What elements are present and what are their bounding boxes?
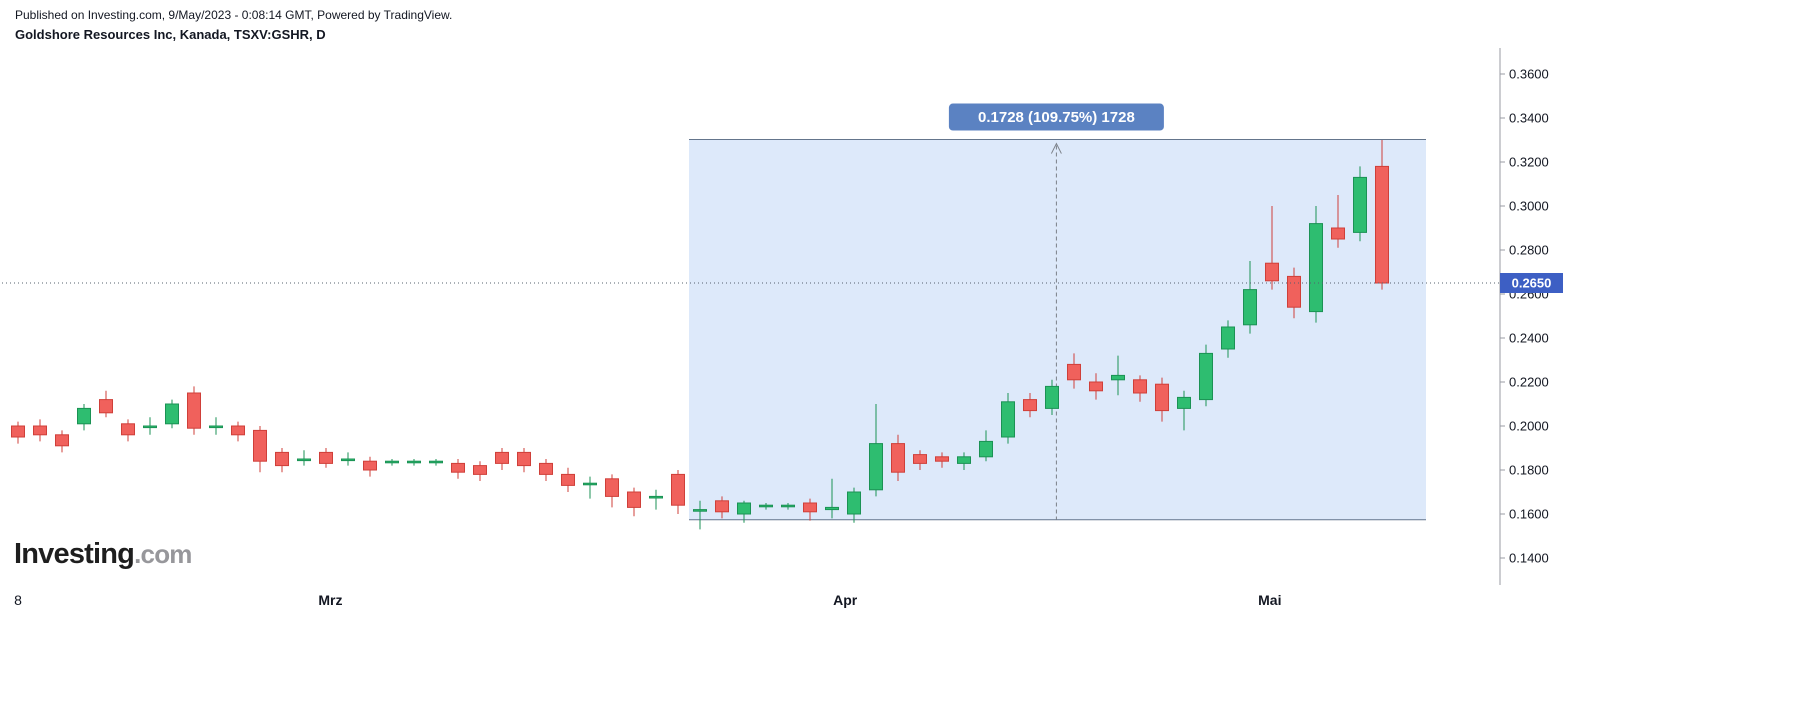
candle: [627, 487, 641, 517]
candle: [1089, 373, 1103, 400]
last-price-badge: 0.2650: [1500, 273, 1563, 293]
candle: [1309, 206, 1323, 323]
candle: [99, 390, 113, 418]
candle: [1023, 393, 1037, 418]
candle: [1375, 140, 1389, 290]
time-tick-label: Mai: [1258, 592, 1281, 608]
candle: [429, 459, 443, 466]
last-price-label: 0.2650: [1512, 276, 1552, 291]
candle: [539, 459, 553, 481]
candle: [1265, 206, 1279, 290]
candle: [693, 500, 707, 530]
logo-suffix: .com: [134, 539, 192, 569]
candle: [1045, 379, 1059, 415]
candle: [1177, 390, 1191, 431]
candle: [1221, 320, 1235, 358]
candle: [957, 452, 971, 470]
published-info: Published on Investing.com, 9/May/2023 -…: [15, 8, 453, 22]
time-tick-label: Apr: [833, 592, 858, 608]
candle: [187, 386, 201, 435]
price-tick-label: 0.3200: [1509, 155, 1549, 170]
candle: [913, 450, 927, 470]
candle: [1155, 377, 1169, 422]
investing-logo: Investing.com: [14, 538, 192, 571]
candle: [649, 489, 663, 510]
candle: [231, 421, 245, 442]
candle: [143, 417, 157, 435]
candle: [77, 404, 91, 431]
candle: [341, 452, 355, 466]
measurement-region[interactable]: [689, 139, 1426, 520]
candle: [605, 474, 619, 508]
measurement-badge-bg[interactable]: [948, 103, 1164, 131]
candle: [1287, 267, 1301, 319]
candle: [737, 500, 751, 523]
price-tick-label: 0.2000: [1509, 419, 1549, 434]
arrow-up-icon: [1050, 142, 1062, 154]
candle: [759, 503, 773, 510]
measurement-label: 0.1728 (109.75%) 1728: [978, 109, 1135, 126]
candles-series: [11, 140, 1389, 530]
candle: [407, 459, 421, 466]
candle: [55, 430, 69, 453]
candle: [891, 434, 905, 481]
candle: [297, 450, 311, 466]
candle: [847, 487, 861, 523]
candle: [385, 459, 399, 466]
candle: [495, 448, 509, 470]
candle: [803, 498, 817, 521]
price-tick-label: 0.1400: [1509, 551, 1549, 566]
candle: [781, 503, 795, 510]
price-tick-label: 0.2400: [1509, 331, 1549, 346]
candle: [583, 476, 597, 499]
logo-text: Investing: [14, 538, 135, 570]
price-tick-label: 0.1600: [1509, 507, 1549, 522]
candle: [1331, 195, 1345, 248]
candle: [363, 456, 377, 477]
price-tick-label: 0.2200: [1509, 375, 1549, 390]
last-price-badge-bg: [1500, 273, 1563, 293]
price-tick-label: 0.1800: [1509, 463, 1549, 478]
candle: [451, 459, 465, 479]
candle: [825, 478, 839, 519]
candle: [275, 448, 289, 473]
candle: [1067, 353, 1081, 389]
candle: [1001, 393, 1015, 444]
candle: [209, 417, 223, 435]
candle: [869, 404, 883, 497]
instrument-title: Goldshore Resources Inc, Kanada, TSXV:GS…: [15, 27, 326, 42]
candle: [165, 399, 179, 429]
price-tick-label: 0.3400: [1509, 111, 1549, 126]
time-tick-label: 8: [14, 592, 22, 608]
candle: [1133, 375, 1147, 402]
candle: [1199, 344, 1213, 407]
candle: [253, 426, 267, 473]
price-axis[interactable]: 0.36000.34000.32000.30000.28000.26000.24…: [1499, 48, 1549, 585]
candle: [11, 421, 25, 444]
measurement-badge[interactable]: 0.1728 (109.75%) 1728: [948, 103, 1164, 131]
candle: [473, 461, 487, 481]
time-tick-label: Mrz: [318, 592, 342, 608]
candle: [121, 419, 135, 442]
candle: [671, 470, 685, 514]
time-axis[interactable]: 8 Mrz Apr Mai: [14, 592, 1281, 608]
candle: [33, 419, 47, 442]
candle: [715, 496, 729, 519]
measurement-tool[interactable]: [689, 139, 1426, 521]
candle: [979, 430, 993, 462]
candle: [1353, 166, 1367, 242]
candle: [561, 467, 575, 492]
candle: [319, 448, 333, 468]
candle: [517, 448, 531, 473]
candle: [1111, 355, 1125, 396]
price-tick-label: 0.3600: [1509, 67, 1549, 82]
price-tick-label: 0.2800: [1509, 243, 1549, 258]
candle: [1243, 261, 1257, 334]
price-tick-label: 0.3000: [1509, 199, 1549, 214]
candle: [935, 452, 949, 468]
